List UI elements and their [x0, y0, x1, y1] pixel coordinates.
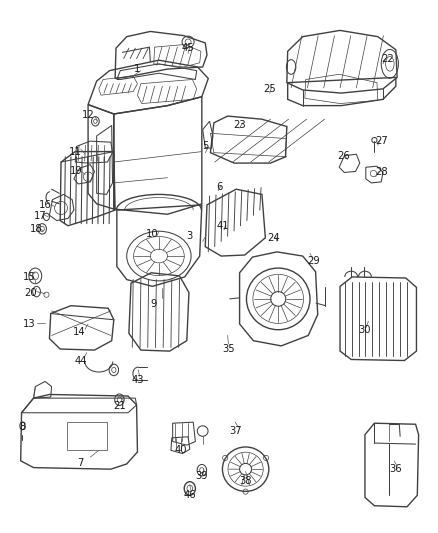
- Text: 29: 29: [307, 256, 320, 266]
- Text: 5: 5: [202, 141, 208, 151]
- Text: 46: 46: [184, 490, 196, 500]
- Text: 38: 38: [239, 475, 252, 486]
- Text: 18: 18: [30, 224, 43, 234]
- Text: 21: 21: [113, 401, 126, 411]
- Text: 10: 10: [146, 229, 159, 239]
- Text: 22: 22: [381, 54, 394, 63]
- Text: 19: 19: [70, 166, 83, 176]
- Text: 25: 25: [263, 84, 276, 94]
- Bar: [67, 422, 107, 450]
- Text: 45: 45: [182, 43, 194, 53]
- Text: 8: 8: [19, 422, 25, 432]
- Text: 40: 40: [174, 446, 187, 455]
- Text: 36: 36: [389, 464, 402, 474]
- Text: 43: 43: [132, 375, 145, 385]
- Text: 9: 9: [151, 299, 157, 309]
- Text: 14: 14: [73, 327, 86, 337]
- Text: 37: 37: [229, 426, 242, 436]
- Text: 27: 27: [375, 136, 388, 146]
- Text: 7: 7: [78, 458, 84, 469]
- Text: 3: 3: [186, 231, 192, 241]
- Text: 28: 28: [375, 167, 388, 177]
- Text: 12: 12: [82, 110, 95, 120]
- Text: 6: 6: [216, 182, 222, 192]
- Text: 30: 30: [358, 325, 371, 335]
- Text: 24: 24: [268, 233, 280, 243]
- Text: 35: 35: [222, 343, 235, 353]
- Text: 13: 13: [23, 319, 35, 329]
- Text: 26: 26: [337, 151, 350, 161]
- Text: 11: 11: [69, 147, 81, 157]
- Text: 23: 23: [233, 120, 246, 131]
- Text: 15: 15: [23, 272, 35, 282]
- Text: 16: 16: [39, 200, 52, 210]
- Text: 20: 20: [25, 288, 37, 297]
- Text: 39: 39: [195, 472, 208, 481]
- Text: 41: 41: [217, 221, 230, 231]
- Text: 44: 44: [74, 356, 87, 366]
- Text: 1: 1: [134, 64, 141, 74]
- Text: 17: 17: [34, 211, 46, 221]
